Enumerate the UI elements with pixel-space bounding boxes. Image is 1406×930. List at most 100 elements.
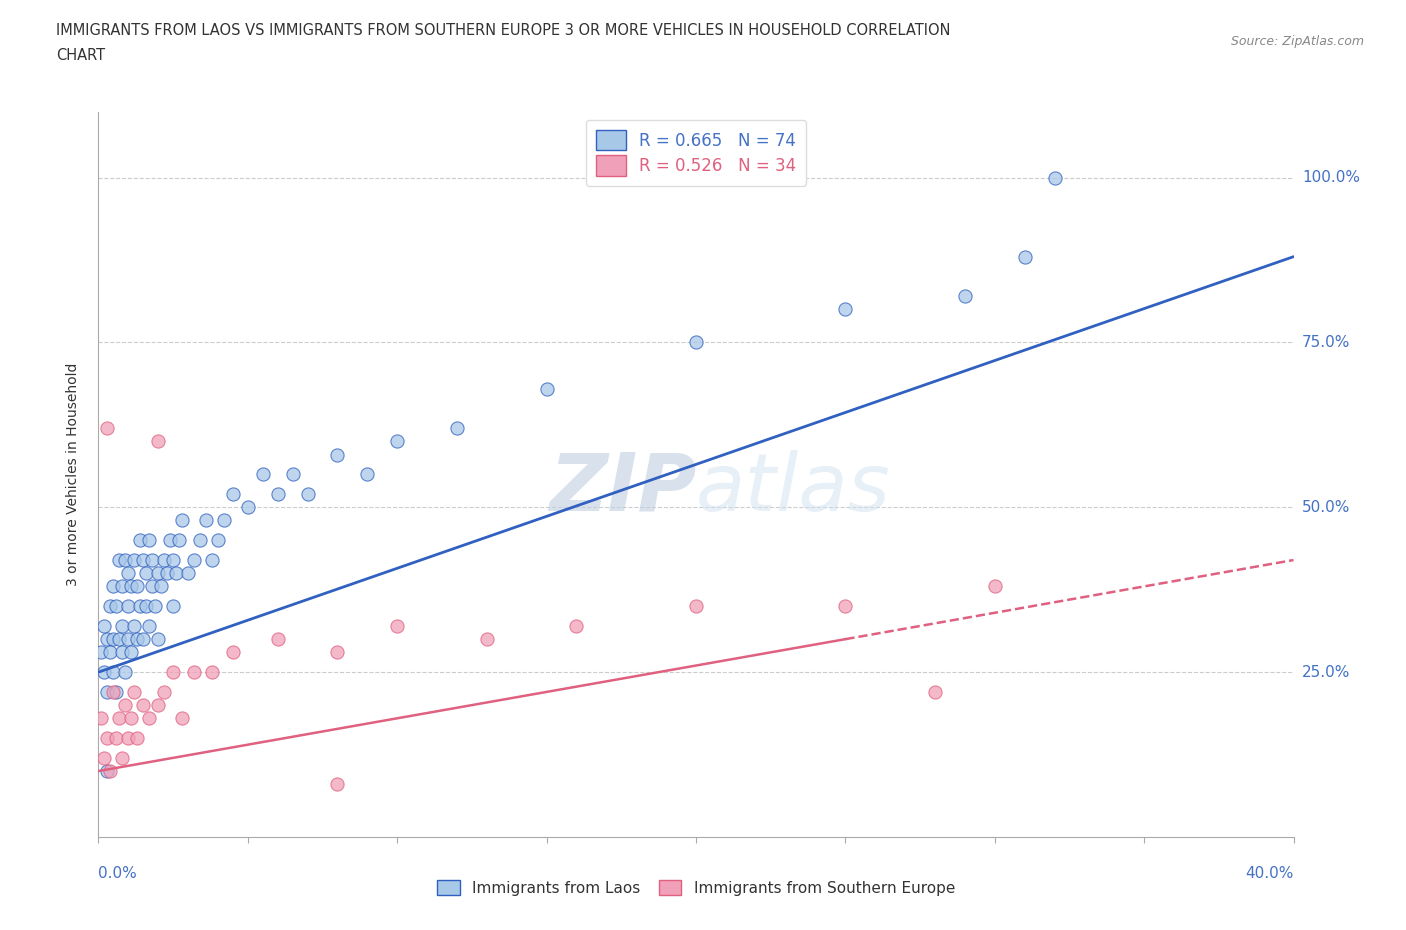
Point xyxy=(111,618,134,633)
Point xyxy=(117,565,139,580)
Point xyxy=(212,513,235,528)
Point xyxy=(172,513,194,528)
Point xyxy=(326,777,349,791)
Text: 40.0%: 40.0% xyxy=(1246,866,1294,881)
Text: 100.0%: 100.0% xyxy=(1302,170,1360,185)
Point xyxy=(201,552,224,567)
Point xyxy=(385,618,409,633)
Text: CHART: CHART xyxy=(56,48,105,63)
Point xyxy=(356,467,378,482)
Point xyxy=(117,599,139,614)
Point xyxy=(172,711,194,725)
Point xyxy=(103,684,125,699)
Point xyxy=(446,420,468,435)
Point xyxy=(141,552,163,567)
Point xyxy=(98,599,122,614)
Point xyxy=(120,644,142,659)
Point xyxy=(281,467,304,482)
Point xyxy=(148,631,170,646)
Point xyxy=(924,684,946,699)
Point xyxy=(108,711,131,725)
Point xyxy=(129,533,152,548)
Point xyxy=(120,579,142,594)
Point xyxy=(117,731,139,746)
Point xyxy=(188,533,211,548)
Point xyxy=(93,665,115,680)
Point xyxy=(132,698,155,712)
Point xyxy=(207,533,229,548)
Point xyxy=(117,631,139,646)
Point xyxy=(148,434,170,449)
Point xyxy=(96,631,118,646)
Point xyxy=(120,711,142,725)
Point xyxy=(103,665,125,680)
Text: 0.0%: 0.0% xyxy=(98,866,138,881)
Point xyxy=(252,467,274,482)
Point xyxy=(96,684,118,699)
Point xyxy=(326,644,349,659)
Point xyxy=(103,579,125,594)
Point xyxy=(685,335,707,350)
Point xyxy=(90,644,112,659)
Point xyxy=(132,552,155,567)
Point xyxy=(165,565,187,580)
Point xyxy=(135,599,157,614)
Point xyxy=(127,579,149,594)
Point xyxy=(135,565,157,580)
Point xyxy=(167,533,190,548)
Point xyxy=(148,698,170,712)
Point xyxy=(153,684,176,699)
Point xyxy=(114,665,136,680)
Point xyxy=(183,552,205,567)
Point xyxy=(114,552,136,567)
Point xyxy=(127,631,149,646)
Point xyxy=(124,618,146,633)
Legend: Immigrants from Laos, Immigrants from Southern Europe: Immigrants from Laos, Immigrants from So… xyxy=(430,873,962,902)
Point xyxy=(1014,249,1036,264)
Point xyxy=(124,552,146,567)
Point xyxy=(143,599,166,614)
Point xyxy=(105,599,128,614)
Point xyxy=(114,698,136,712)
Text: Source: ZipAtlas.com: Source: ZipAtlas.com xyxy=(1230,35,1364,48)
Point xyxy=(194,513,218,528)
Point xyxy=(162,552,184,567)
Point xyxy=(162,665,184,680)
Point xyxy=(156,565,179,580)
Point xyxy=(183,665,205,680)
Point xyxy=(148,565,170,580)
Point xyxy=(983,579,1005,594)
Point xyxy=(138,711,160,725)
Point xyxy=(132,631,155,646)
Point xyxy=(159,533,181,548)
Point xyxy=(111,751,134,765)
Point xyxy=(267,486,290,501)
Point xyxy=(90,711,112,725)
Point xyxy=(834,302,856,317)
Point xyxy=(103,631,125,646)
Point xyxy=(98,644,122,659)
Point xyxy=(177,565,200,580)
Point xyxy=(98,764,122,778)
Text: 50.0%: 50.0% xyxy=(1302,499,1350,515)
Point xyxy=(93,618,115,633)
Point xyxy=(162,599,184,614)
Point xyxy=(138,618,160,633)
Text: IMMIGRANTS FROM LAOS VS IMMIGRANTS FROM SOUTHERN EUROPE 3 OR MORE VEHICLES IN HO: IMMIGRANTS FROM LAOS VS IMMIGRANTS FROM … xyxy=(56,23,950,38)
Y-axis label: 3 or more Vehicles in Household: 3 or more Vehicles in Household xyxy=(66,363,80,586)
Text: 25.0%: 25.0% xyxy=(1302,665,1350,680)
Point xyxy=(96,420,118,435)
Point xyxy=(536,381,558,396)
Point xyxy=(201,665,224,680)
Point xyxy=(108,552,131,567)
Point xyxy=(222,486,245,501)
Point xyxy=(565,618,588,633)
Point xyxy=(153,552,176,567)
Point xyxy=(111,644,134,659)
Point xyxy=(141,579,163,594)
Point xyxy=(267,631,290,646)
Point xyxy=(685,599,707,614)
Text: 75.0%: 75.0% xyxy=(1302,335,1350,350)
Point xyxy=(1043,170,1066,185)
Point xyxy=(127,731,149,746)
